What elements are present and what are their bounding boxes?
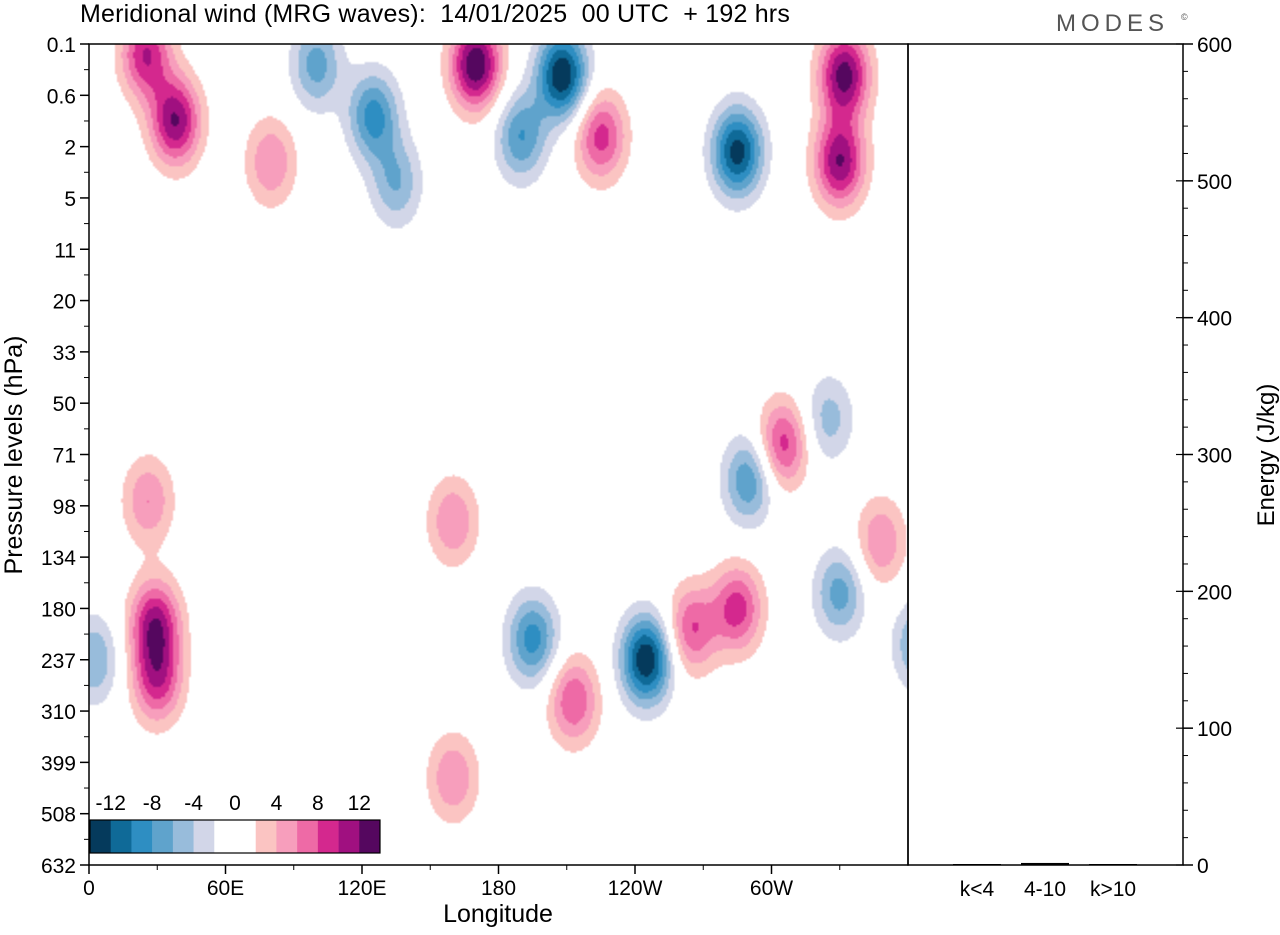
- pressure-tick-label: 0.6: [47, 85, 76, 108]
- pressure-tick-label: 399: [41, 752, 76, 775]
- pressure-tick-label: 11: [54, 239, 76, 262]
- longitude-tick-label: 180: [481, 877, 516, 900]
- pressure-tick-label: 98: [53, 496, 76, 519]
- brand-logo: MODES: [1056, 10, 1170, 37]
- energy-category-label: k>10: [1090, 878, 1136, 901]
- energy-tick-label: 300: [1197, 445, 1232, 468]
- pressure-tick-label: 632: [41, 855, 76, 878]
- energy-bar: [953, 864, 1001, 865]
- colorbar-swatch: [255, 820, 277, 853]
- energy-bar: [1021, 862, 1069, 865]
- energy-tick-label: 200: [1197, 581, 1232, 604]
- colorbar-swatch: [317, 820, 339, 853]
- longitude-tick-label: 60E: [207, 877, 244, 900]
- energy-axis-label: Energy (J/kg): [1253, 384, 1280, 527]
- colorbar-swatch: [131, 820, 153, 853]
- chart-title: Meridional wind (MRG waves): 14/01/2025 …: [80, 0, 791, 28]
- pressure-tick-label: 0.1: [47, 34, 76, 57]
- colorbar-label: -8: [143, 792, 162, 815]
- energy-tick-label: 600: [1197, 34, 1232, 57]
- y-axis-label: Pressure levels (hPa): [0, 336, 28, 575]
- pressure-tick-label: 237: [41, 650, 76, 673]
- longitude-tick-label: 0: [83, 877, 95, 900]
- energy-bar: [1089, 864, 1137, 865]
- colorbar-swatch: [110, 820, 132, 853]
- colorbar-frame: [89, 819, 381, 854]
- pressure-tick-label: 33: [53, 342, 76, 365]
- colorbar-swatch: [359, 820, 381, 853]
- longitude-tick-label: 120E: [337, 877, 386, 900]
- pressure-tick-label: 180: [41, 598, 76, 621]
- pressure-tick-label: 508: [41, 804, 76, 827]
- colorbar-label: 0: [229, 792, 241, 815]
- colorbar-swatch: [235, 820, 257, 853]
- colorbar-label: -4: [184, 792, 203, 815]
- colorbar-swatch: [90, 820, 112, 853]
- colorbar-label: 4: [271, 792, 283, 815]
- colorbar-swatch: [172, 820, 194, 853]
- pressure-tick-label: 310: [41, 701, 76, 724]
- longitude-tick-label: 60W: [750, 877, 793, 900]
- energy-bars: k<4 4-10 k>10: [953, 862, 1137, 901]
- colorbar-swatch: [276, 820, 298, 853]
- x-axis-label: Longitude: [443, 900, 553, 928]
- colorbar-swatch: [297, 820, 319, 853]
- energy-tick-label: 100: [1197, 718, 1232, 741]
- heatmap-field: [89, 44, 908, 865]
- pressure-tick-label: 5: [64, 188, 76, 211]
- energy-axis: 0 100 200 300 400 500 600: [1176, 34, 1232, 878]
- energy-tick-label: 500: [1197, 171, 1232, 194]
- pressure-tick-label: 50: [53, 393, 76, 416]
- colorbar-swatch: [152, 820, 174, 853]
- energy-tick-label: 0: [1197, 855, 1209, 878]
- pressure-tick-label: 134: [41, 547, 76, 570]
- longitude-axis: 0 60E 120E 180 120W 60W: [83, 865, 841, 900]
- colorbar-label: 8: [312, 792, 324, 815]
- colorbar-swatch: [338, 820, 360, 853]
- energy-category-label: k<4: [960, 878, 995, 901]
- colorbar: -12 -8 -4 0 4 8 12: [89, 792, 381, 854]
- energy-panel: [907, 43, 1184, 866]
- pressure-tick-label: 2: [64, 137, 76, 160]
- energy-category-label: 4-10: [1024, 878, 1066, 901]
- energy-tick-label: 400: [1197, 308, 1232, 331]
- colorbar-label: 12: [348, 792, 371, 815]
- longitude-tick-label: 120W: [608, 877, 663, 900]
- pressure-axis: 0.1 0.6 2 5 11 20 33 50 71 98 134 180 237 310 399 508 63…: [41, 34, 89, 878]
- pressure-tick-label: 20: [53, 291, 76, 314]
- colorbar-label: -12: [96, 792, 126, 815]
- colorbar-swatch: [193, 820, 215, 853]
- pressure-tick-label: 71: [53, 445, 76, 468]
- brand-copyright-mark: ©: [1181, 12, 1188, 22]
- colorbar-swatch: [214, 820, 236, 853]
